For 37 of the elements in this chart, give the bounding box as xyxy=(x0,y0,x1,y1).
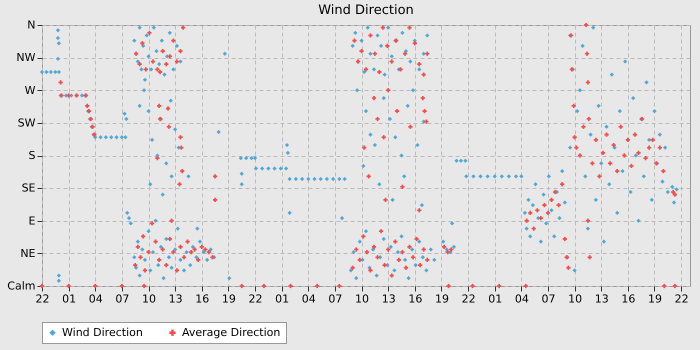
x-tick-label: 16 xyxy=(408,292,422,306)
text: SW xyxy=(18,116,36,130)
x-tick-label: 13 xyxy=(594,292,609,306)
text: NW xyxy=(16,51,36,64)
text: E xyxy=(28,214,36,228)
x-tick-label: 01 xyxy=(62,292,76,306)
text: Calm xyxy=(7,280,36,292)
text: NE xyxy=(20,246,36,260)
x-tick-label: 16 xyxy=(621,292,636,306)
text: S xyxy=(28,149,36,162)
x-tick-label: 01 xyxy=(275,292,290,306)
chart-title: Wind Direction xyxy=(318,3,414,18)
text: N xyxy=(27,18,36,32)
x-tick-label: 22 xyxy=(462,292,476,306)
x-tick-label: 19 xyxy=(222,292,236,306)
x-tick-label: 07 xyxy=(115,292,130,306)
x-tick-label: 10 xyxy=(142,292,156,306)
x-tick-label: 22 xyxy=(248,292,263,306)
x-tick-label: 01 xyxy=(488,292,502,306)
legend-label: Wind Direction xyxy=(62,326,143,339)
x-tick-label: 10 xyxy=(355,292,370,306)
x-tick-label: 19 xyxy=(648,292,662,306)
x-tick-label: 19 xyxy=(434,292,449,306)
text: W xyxy=(24,84,36,97)
x-tick-label: 22 xyxy=(674,292,689,306)
x-tick-label: 13 xyxy=(168,292,183,306)
x-tick-label: 10 xyxy=(568,292,582,306)
x-tick-label: 16 xyxy=(195,292,210,306)
x-tick-label: 13 xyxy=(382,292,396,306)
x-tick-label: 07 xyxy=(541,292,556,306)
x-tick-label: 04 xyxy=(88,292,103,306)
text: SE xyxy=(22,182,36,195)
x-tick-label: 04 xyxy=(302,292,316,306)
x-tick-label: 04 xyxy=(514,292,529,306)
x-tick-label: 07 xyxy=(328,292,342,306)
legend-label: Average Direction xyxy=(182,326,280,339)
x-tick-label: 22 xyxy=(36,292,50,306)
